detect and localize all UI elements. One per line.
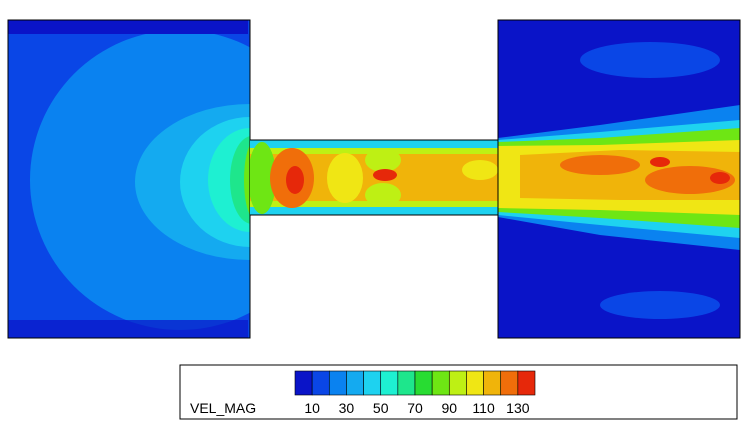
colorbar-box [328, 370, 347, 396]
colorbar-box [311, 370, 330, 396]
colorbar-tick-label: 30 [339, 400, 355, 416]
colorbar-box [294, 370, 313, 396]
colorbar-box [380, 370, 399, 396]
legend-label: VEL_MAG [190, 400, 256, 416]
colorbar-box [500, 370, 519, 396]
colorbar-tick-label: 50 [373, 400, 389, 416]
channel-outline [250, 139, 498, 216]
colorbar-box [517, 370, 536, 396]
left-chamber [8, 20, 250, 338]
colorbar-box [363, 370, 382, 396]
colorbar-box [431, 370, 450, 396]
right-chamber [498, 20, 740, 338]
right-outline [497, 19, 741, 339]
colorbar: 10 30 50 70 90 110 130 [294, 370, 536, 416]
colorbar-tick-label: 70 [407, 400, 423, 416]
colorbar-box [414, 370, 433, 396]
colorbar-tick-label: 90 [441, 400, 457, 416]
colorbar-tick-label: 130 [506, 400, 530, 416]
colorbar-box [397, 370, 416, 396]
colorbar-box [466, 370, 484, 396]
colorbar-tick-label: 110 [472, 400, 495, 416]
colorbar-tick-label: 10 [304, 400, 320, 416]
channel [250, 140, 498, 215]
colorbar-box [346, 370, 364, 396]
colorbar-box [448, 370, 467, 396]
colorbar-box [483, 370, 502, 396]
